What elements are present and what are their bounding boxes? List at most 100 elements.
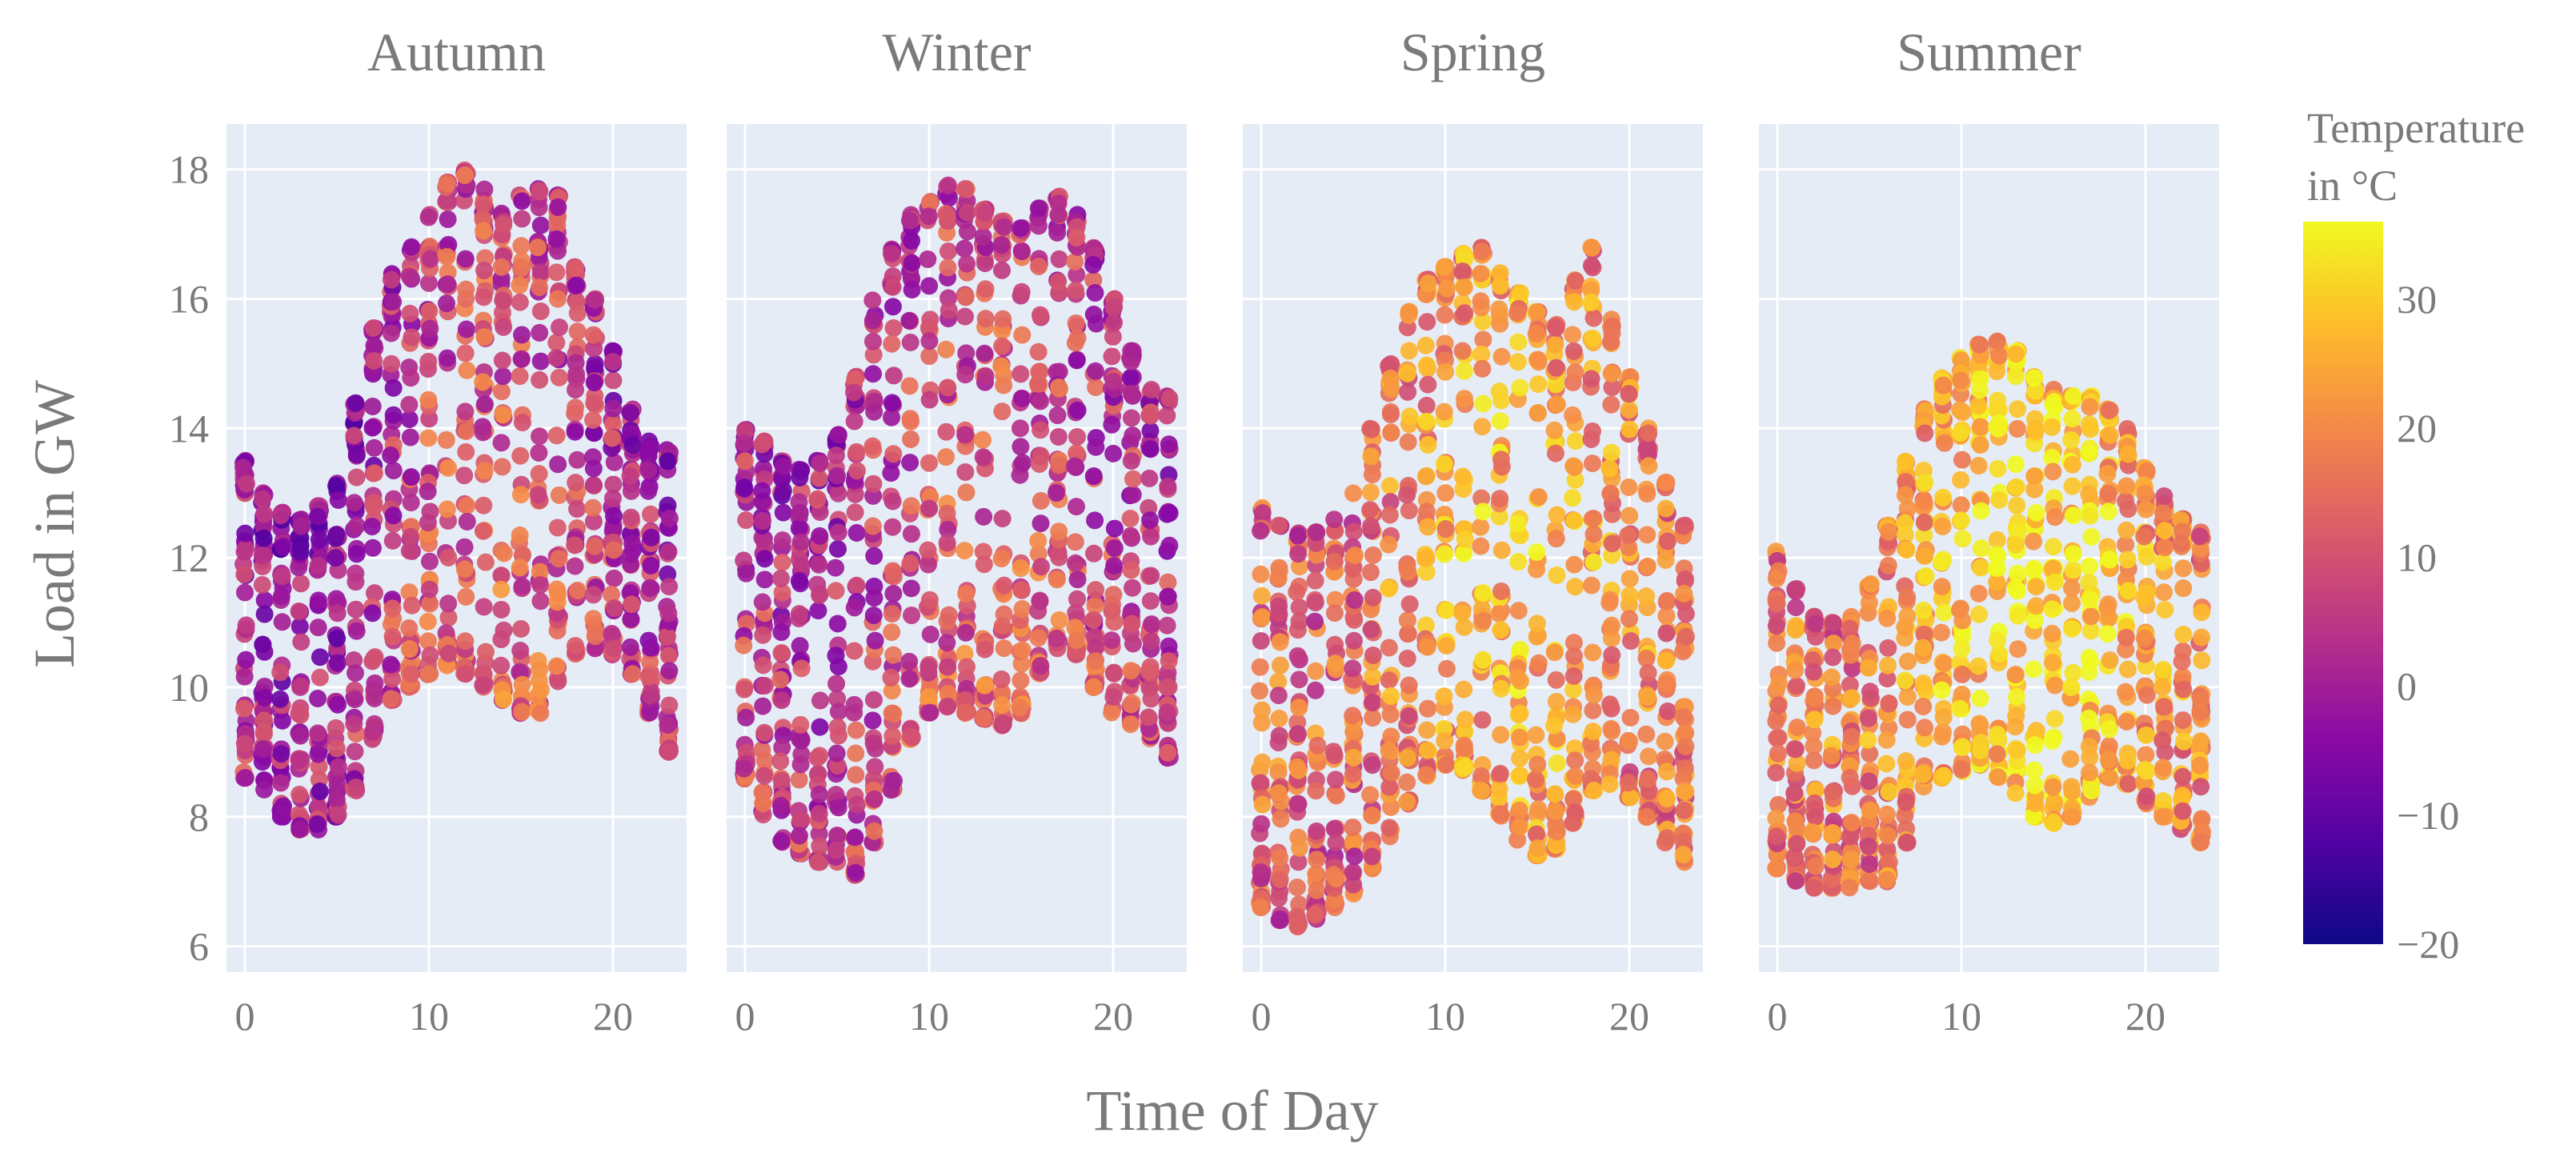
scatter-point	[1880, 783, 1898, 801]
scatter-point	[1141, 592, 1160, 611]
scatter-point	[327, 719, 345, 737]
scatter-point	[1272, 810, 1290, 828]
scatter-point	[883, 245, 901, 263]
scatter-point	[1490, 780, 1508, 799]
scatter-point	[2118, 751, 2137, 770]
scatter-point	[327, 791, 346, 809]
scatter-point	[1529, 375, 1548, 394]
scatter-point	[1584, 309, 1603, 327]
scatter-point	[2117, 477, 2136, 495]
scatter-point	[1271, 849, 1289, 867]
scatter-point	[2117, 683, 2135, 701]
scatter-point	[1068, 266, 1086, 284]
scatter-point	[1953, 403, 1972, 422]
scatter-point	[1472, 537, 1490, 555]
scatter-point	[1861, 801, 1879, 819]
scatter-point	[1290, 612, 1308, 631]
scatter-point	[2025, 532, 2043, 550]
scatter-point	[1953, 639, 1971, 658]
scatter-point	[1029, 629, 1048, 647]
scatter-point	[2137, 547, 2156, 566]
scatter-point	[1897, 752, 1915, 771]
scatter-point	[255, 505, 274, 523]
scatter-point	[1916, 473, 1934, 491]
scatter-point	[253, 546, 271, 565]
scatter-point	[292, 574, 310, 593]
scatter-point	[2027, 503, 2045, 522]
scatter-point	[2101, 550, 2119, 569]
scatter-point	[1491, 490, 1509, 508]
scatter-point	[2045, 814, 2063, 832]
scatter-point	[1824, 697, 1842, 715]
scatter-point	[1066, 253, 1084, 271]
scatter-point	[1657, 499, 1675, 518]
scatter-point	[1656, 834, 1674, 852]
scatter-point	[1066, 554, 1084, 572]
scatter-point	[1251, 682, 1269, 700]
scatter-point	[847, 462, 866, 480]
scatter-point	[290, 751, 308, 770]
scatter-point	[863, 437, 882, 455]
scatter-point	[1068, 427, 1086, 446]
scatter-point	[2100, 737, 2118, 755]
scatter-point	[347, 664, 365, 683]
scatter-point	[1674, 845, 1693, 863]
scatter-point	[753, 593, 771, 611]
scatter-point	[1453, 604, 1472, 623]
scatter-point	[1657, 790, 1676, 808]
scatter-point	[810, 785, 828, 803]
scatter-point	[254, 740, 272, 759]
scatter-point	[1380, 639, 1398, 657]
scatter-point	[328, 775, 347, 794]
scatter-point	[1970, 715, 1989, 733]
scatter-point	[1121, 510, 1140, 528]
scatter-point	[1953, 738, 1972, 756]
scatter-point	[847, 721, 865, 739]
scatter-point	[1841, 768, 1859, 787]
scatter-point	[458, 512, 476, 530]
scatter-point	[1878, 656, 1897, 675]
scatter-point	[1473, 418, 1492, 436]
scatter-point	[1382, 687, 1400, 705]
scatter-point	[1105, 314, 1124, 332]
scatter-point	[237, 616, 255, 635]
scatter-point	[901, 410, 919, 428]
scatter-point	[419, 482, 437, 501]
scatter-point	[2137, 762, 2156, 780]
scatter-point	[1456, 711, 1474, 729]
scatter-point	[1105, 519, 1124, 538]
scatter-point	[1103, 415, 1121, 434]
scatter-point	[273, 567, 291, 586]
scatter-point	[1528, 350, 1547, 369]
scatter-point	[402, 369, 420, 387]
scatter-point	[1344, 522, 1363, 541]
scatter-point	[1362, 447, 1380, 466]
scatter-point	[845, 383, 863, 402]
scatter-point	[1455, 739, 1473, 758]
scatter-point	[474, 423, 492, 442]
scatter-point	[365, 336, 383, 354]
scatter-point	[2062, 430, 2081, 449]
scatter-point	[420, 552, 439, 570]
scatter-point	[829, 426, 847, 444]
scatter-point	[958, 658, 976, 676]
scatter-point	[1806, 615, 1825, 633]
scatter-point	[1767, 712, 1785, 731]
scatter-point	[811, 691, 829, 710]
scatter-point	[811, 747, 829, 765]
scatter-point	[2027, 597, 2045, 615]
scatter-point	[790, 571, 808, 590]
scatter-point	[1270, 516, 1288, 534]
scatter-point	[1344, 484, 1363, 502]
scatter-point	[1491, 412, 1509, 430]
scatter-point	[605, 599, 623, 617]
scatter-point	[1491, 277, 1509, 295]
scatter-point	[1988, 558, 2006, 577]
scatter-point	[847, 442, 866, 461]
scatter-point	[1418, 313, 1436, 331]
scatter-point	[494, 367, 512, 386]
scatter-point	[659, 542, 678, 561]
scatter-point	[382, 655, 400, 674]
scatter-point	[2173, 767, 2192, 786]
scatter-point	[1898, 588, 1917, 607]
